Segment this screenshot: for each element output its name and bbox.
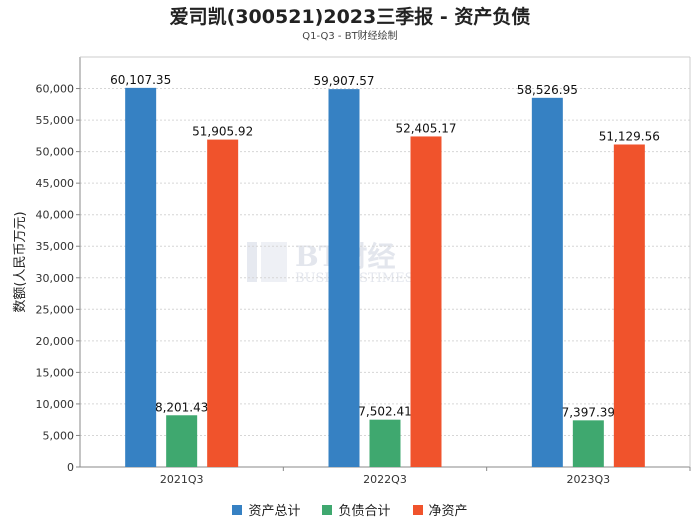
chart-subtitle: Q1-Q3 - BT财经绘制	[302, 31, 398, 42]
bar-value-label: 51,129.56	[599, 129, 660, 143]
bar-value-label: 58,526.95	[517, 83, 578, 97]
y-tick-label: 20,000	[36, 335, 75, 348]
y-tick-label: 45,000	[36, 177, 75, 190]
legend-label: 资产总计	[248, 504, 301, 519]
y-tick-label: 5,000	[43, 429, 75, 442]
bar-3-3	[613, 144, 645, 467]
y-tick-label: 10,000	[36, 398, 75, 411]
chart-legend: 资产总计 负债合计 净资产	[0, 500, 700, 519]
legend-item-total-liabilities[interactable]: 负债合计	[322, 500, 391, 519]
bar-1-3	[531, 97, 563, 467]
bar-value-label: 7,397.39	[562, 405, 615, 419]
legend-label: 净资产	[428, 504, 468, 519]
y-axis-title: 数额(人民币万元)	[13, 211, 28, 312]
legend-swatch	[412, 504, 423, 515]
legend-label: 负债合计	[338, 504, 391, 519]
bar-2-2	[369, 419, 401, 467]
bar-value-label: 52,405.17	[395, 121, 456, 135]
y-tick-label: 40,000	[36, 209, 75, 222]
legend-item-total-assets[interactable]: 资产总计	[232, 500, 300, 519]
bar-2-1	[166, 415, 198, 467]
bar-1-1	[125, 87, 157, 467]
y-tick-label: 25,000	[36, 303, 75, 316]
y-tick-label: 0	[67, 461, 74, 474]
x-tick-label: 2023Q3	[567, 473, 611, 486]
x-tick-label: 2022Q3	[363, 473, 407, 486]
chart-title: 爱司凯(300521)2023三季报 - 资产负债	[169, 6, 531, 28]
bar-2-3	[572, 420, 604, 467]
bar-value-label: 7,502.41	[358, 405, 411, 419]
y-tick-label: 55,000	[36, 114, 75, 127]
y-tick-label: 35,000	[36, 240, 75, 253]
bar-3-2	[410, 136, 442, 467]
bar-value-label: 8,201.43	[155, 400, 208, 414]
x-tick-label: 2021Q3	[160, 473, 204, 486]
bar-value-label: 51,905.92	[192, 125, 253, 139]
y-tick-label: 30,000	[36, 272, 75, 285]
y-tick-label: 60,000	[36, 83, 75, 96]
y-tick-label: 15,000	[36, 366, 75, 379]
watermark-logo-block	[261, 242, 287, 282]
bar-value-label: 60,107.35	[110, 73, 171, 87]
bar-3-1	[207, 139, 239, 467]
watermark-logo-bar	[247, 242, 257, 282]
y-tick-label: 50,000	[36, 146, 75, 159]
legend-swatch	[232, 504, 243, 515]
bar-1-2	[328, 89, 360, 467]
bar-value-label: 59,907.57	[313, 74, 374, 88]
legend-swatch	[322, 504, 333, 515]
legend-item-net-assets[interactable]: 净资产	[412, 500, 468, 519]
